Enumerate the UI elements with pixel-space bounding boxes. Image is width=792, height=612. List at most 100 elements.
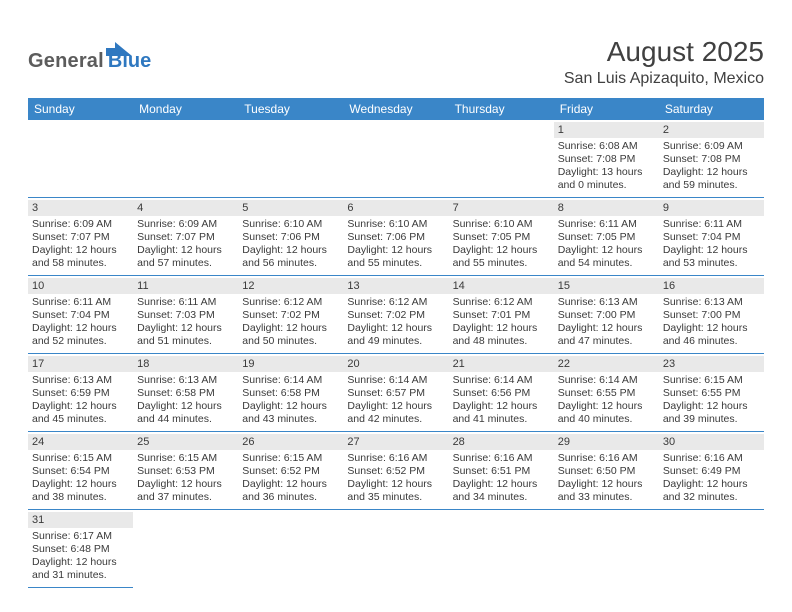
day-number: 20 xyxy=(343,356,448,372)
day-number: 6 xyxy=(343,200,448,216)
day-details: Sunrise: 6:16 AMSunset: 6:51 PMDaylight:… xyxy=(453,452,550,505)
calendar-cell: 18 Sunrise: 6:13 AMSunset: 6:58 PMDayligh… xyxy=(133,354,238,432)
day-number: 27 xyxy=(343,434,448,450)
calendar-cell xyxy=(554,510,659,588)
day-number: 19 xyxy=(238,356,343,372)
day-number: 12 xyxy=(238,278,343,294)
calendar-header-row: SundayMondayTuesdayWednesdayThursdayFrid… xyxy=(28,98,764,120)
logo-text-blue: Blue xyxy=(108,50,151,73)
day-details: Sunrise: 6:10 AMSunset: 7:05 PMDaylight:… xyxy=(453,218,550,271)
day-details: Sunrise: 6:16 AMSunset: 6:50 PMDaylight:… xyxy=(558,452,655,505)
day-number: 7 xyxy=(449,200,554,216)
day-number: 2 xyxy=(659,122,764,138)
day-details: Sunrise: 6:09 AMSunset: 7:07 PMDaylight:… xyxy=(137,218,234,271)
day-number: 18 xyxy=(133,356,238,372)
header: General Blue August 2025 San Luis Apizaq… xyxy=(28,36,764,88)
calendar-cell: 6 Sunrise: 6:10 AMSunset: 7:06 PMDaylight… xyxy=(343,198,448,276)
day-header: Wednesday xyxy=(343,98,448,120)
day-details: Sunrise: 6:14 AMSunset: 6:55 PMDaylight:… xyxy=(558,374,655,427)
day-header: Sunday xyxy=(28,98,133,120)
day-header: Tuesday xyxy=(238,98,343,120)
day-number: 21 xyxy=(449,356,554,372)
calendar-cell: 5Sunrise: 6:10 AMSunset: 7:06 PMDaylight… xyxy=(238,198,343,276)
calendar-cell: 26 Sunrise: 6:15 AMSunset: 6:52 PMDayligh… xyxy=(238,432,343,510)
logo: General Blue xyxy=(28,42,151,73)
day-details: Sunrise: 6:15 AMSunset: 6:53 PMDaylight:… xyxy=(137,452,234,505)
day-header: Saturday xyxy=(659,98,764,120)
day-details: Sunrise: 6:14 AMSunset: 6:57 PMDaylight:… xyxy=(347,374,444,427)
day-details: Sunrise: 6:13 AMSunset: 7:00 PMDaylight:… xyxy=(663,296,760,349)
day-details: Sunrise: 6:14 AMSunset: 6:56 PMDaylight:… xyxy=(453,374,550,427)
calendar-cell: 31 Sunrise: 6:17 AMSunset: 6:48 PMDayligh… xyxy=(28,510,133,588)
calendar-cell xyxy=(133,120,238,198)
calendar-cell: 15Sunrise: 6:13 AMSunset: 7:00 PMDayligh… xyxy=(554,276,659,354)
calendar-cell: 1 Sunrise: 6:08 AMSunset: 7:08 PMDaylight… xyxy=(554,120,659,198)
calendar-cell xyxy=(449,120,554,198)
day-number: 30 xyxy=(659,434,764,450)
day-number: 1 xyxy=(554,122,659,138)
calendar-cell: 19 Sunrise: 6:14 AMSunset: 6:58 PMDayligh… xyxy=(238,354,343,432)
calendar-cell: 22Sunrise: 6:14 AMSunset: 6:55 PMDayligh… xyxy=(554,354,659,432)
calendar-cell: 30Sunrise: 6:16 AMSunset: 6:49 PMDayligh… xyxy=(659,432,764,510)
calendar-cell xyxy=(238,120,343,198)
calendar-cell: 8 Sunrise: 6:11 AMSunset: 7:05 PMDaylight… xyxy=(554,198,659,276)
day-details: Sunrise: 6:10 AMSunset: 7:06 PMDaylight:… xyxy=(242,218,339,271)
day-number: 8 xyxy=(554,200,659,216)
day-number: 24 xyxy=(28,434,133,450)
calendar-body: 1 Sunrise: 6:08 AMSunset: 7:08 PMDaylight… xyxy=(28,120,764,588)
day-number: 15 xyxy=(554,278,659,294)
day-number: 26 xyxy=(238,434,343,450)
day-details: Sunrise: 6:17 AMSunset: 6:48 PMDaylight:… xyxy=(32,530,129,583)
day-number: 13 xyxy=(343,278,448,294)
day-details: Sunrise: 6:13 AMSunset: 6:58 PMDaylight:… xyxy=(137,374,234,427)
day-details: Sunrise: 6:15 AMSunset: 6:55 PMDaylight:… xyxy=(663,374,760,427)
calendar-cell: 27 Sunrise: 6:16 AMSunset: 6:52 PMDayligh… xyxy=(343,432,448,510)
day-number: 23 xyxy=(659,356,764,372)
day-details: Sunrise: 6:10 AMSunset: 7:06 PMDaylight:… xyxy=(347,218,444,271)
day-details: Sunrise: 6:11 AMSunset: 7:05 PMDaylight:… xyxy=(558,218,655,271)
calendar-cell: 11 Sunrise: 6:11 AMSunset: 7:03 PMDayligh… xyxy=(133,276,238,354)
day-number: 4 xyxy=(133,200,238,216)
logo-text-dark: General xyxy=(28,50,104,73)
day-number: 10 xyxy=(28,278,133,294)
calendar-cell: 3Sunrise: 6:09 AMSunset: 7:07 PMDaylight… xyxy=(28,198,133,276)
day-header: Monday xyxy=(133,98,238,120)
calendar-cell: 25 Sunrise: 6:15 AMSunset: 6:53 PMDayligh… xyxy=(133,432,238,510)
calendar-cell xyxy=(238,510,343,588)
day-details: Sunrise: 6:11 AMSunset: 7:03 PMDaylight:… xyxy=(137,296,234,349)
calendar-cell: 24 Sunrise: 6:15 AMSunset: 6:54 PMDayligh… xyxy=(28,432,133,510)
day-details: Sunrise: 6:08 AMSunset: 7:08 PMDaylight:… xyxy=(558,140,655,193)
day-details: Sunrise: 6:15 AMSunset: 6:52 PMDaylight:… xyxy=(242,452,339,505)
day-number: 25 xyxy=(133,434,238,450)
day-number: 11 xyxy=(133,278,238,294)
month-title: August 2025 xyxy=(564,36,764,68)
day-number: 16 xyxy=(659,278,764,294)
calendar-cell: 29 Sunrise: 6:16 AMSunset: 6:50 PMDayligh… xyxy=(554,432,659,510)
calendar-cell xyxy=(133,510,238,588)
day-details: Sunrise: 6:12 AMSunset: 7:02 PMDaylight:… xyxy=(242,296,339,349)
day-header: Friday xyxy=(554,98,659,120)
day-details: Sunrise: 6:11 AMSunset: 7:04 PMDaylight:… xyxy=(32,296,129,349)
day-number: 17 xyxy=(28,356,133,372)
calendar-cell xyxy=(449,510,554,588)
calendar-table: SundayMondayTuesdayWednesdayThursdayFrid… xyxy=(28,98,764,588)
day-details: Sunrise: 6:14 AMSunset: 6:58 PMDaylight:… xyxy=(242,374,339,427)
calendar-cell: 4 Sunrise: 6:09 AMSunset: 7:07 PMDaylight… xyxy=(133,198,238,276)
day-details: Sunrise: 6:16 AMSunset: 6:52 PMDaylight:… xyxy=(347,452,444,505)
day-details: Sunrise: 6:12 AMSunset: 7:02 PMDaylight:… xyxy=(347,296,444,349)
calendar-page: General Blue August 2025 San Luis Apizaq… xyxy=(0,0,792,612)
location: San Luis Apizaquito, Mexico xyxy=(564,70,764,88)
day-details: Sunrise: 6:09 AMSunset: 7:07 PMDaylight:… xyxy=(32,218,129,271)
calendar-cell: 23 Sunrise: 6:15 AMSunset: 6:55 PMDayligh… xyxy=(659,354,764,432)
day-number: 28 xyxy=(449,434,554,450)
calendar-cell: 21 Sunrise: 6:14 AMSunset: 6:56 PMDayligh… xyxy=(449,354,554,432)
calendar-cell xyxy=(28,120,133,198)
calendar-cell: 10 Sunrise: 6:11 AMSunset: 7:04 PMDayligh… xyxy=(28,276,133,354)
calendar-cell xyxy=(343,120,448,198)
day-number: 29 xyxy=(554,434,659,450)
day-details: Sunrise: 6:15 AMSunset: 6:54 PMDaylight:… xyxy=(32,452,129,505)
title-block: August 2025 San Luis Apizaquito, Mexico xyxy=(564,36,764,88)
day-number: 31 xyxy=(28,512,133,528)
day-number: 14 xyxy=(449,278,554,294)
day-details: Sunrise: 6:12 AMSunset: 7:01 PMDaylight:… xyxy=(453,296,550,349)
